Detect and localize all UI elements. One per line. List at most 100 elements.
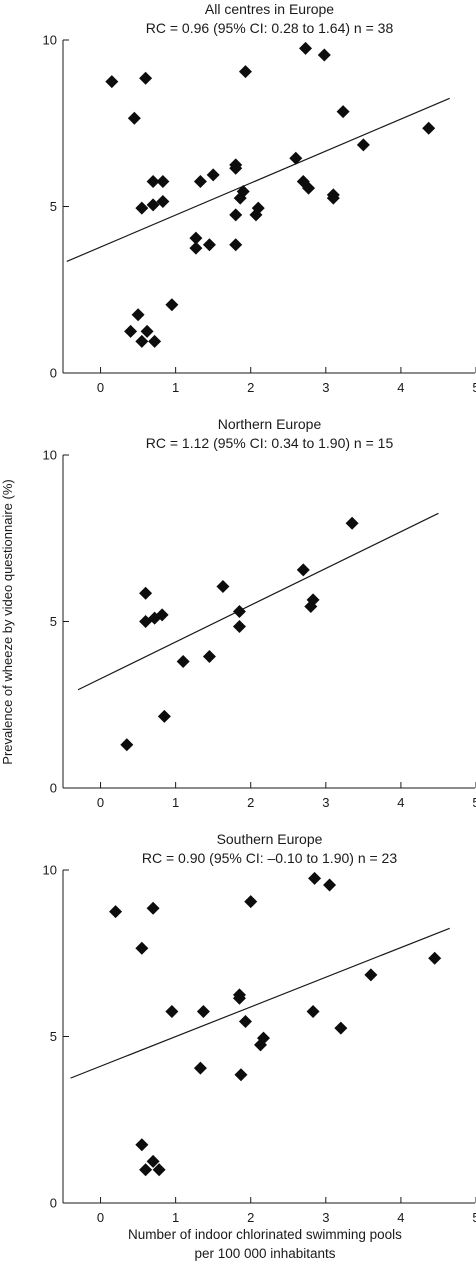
data-point [236, 185, 250, 199]
data-point [302, 181, 316, 195]
data-point [336, 105, 350, 119]
data-point [229, 238, 243, 252]
data-point [206, 168, 220, 182]
x-tick-label: 5 [472, 380, 476, 395]
data-point [202, 238, 216, 252]
panel-1: All centres in Europe RC = 0.96 (95% CI: … [43, 1, 476, 395]
data-point [323, 878, 337, 892]
y-tick-label: 5 [50, 1029, 57, 1044]
x-tick-label: 2 [247, 380, 254, 395]
data-point [135, 1138, 149, 1152]
x-tick-label: 2 [247, 795, 254, 810]
x-tick-label: 0 [97, 1210, 104, 1225]
x-tick-label: 4 [397, 380, 404, 395]
data-point [229, 208, 243, 222]
x-tick-label: 1 [172, 380, 179, 395]
data-point [156, 175, 170, 189]
data-point [229, 161, 243, 175]
data-point [189, 241, 203, 255]
chart-title: Northern Europe [218, 416, 322, 432]
data-point [216, 580, 230, 594]
y-tick-label: 0 [50, 366, 57, 381]
data-point [232, 605, 246, 619]
x-tick-label: 3 [322, 795, 329, 810]
data-point [165, 298, 179, 312]
data-point [157, 709, 171, 723]
data-point [135, 334, 149, 348]
data-point [238, 65, 252, 79]
chart-title: Southern Europe [217, 831, 323, 847]
data-point [232, 991, 246, 1005]
data-point [251, 201, 265, 215]
panel-2: Northern Europe RC = 1.12 (95% CI: 0.34 t… [43, 416, 476, 810]
y-tick-label: 0 [50, 781, 57, 796]
data-point [232, 619, 246, 633]
data-point [139, 1163, 153, 1177]
data-point [165, 1005, 179, 1019]
regression-line [77, 512, 439, 691]
data-point [105, 75, 119, 89]
data-point [124, 324, 138, 338]
y-tick-label: 10 [43, 863, 57, 878]
data-point [148, 334, 162, 348]
data-point [299, 41, 313, 55]
data-point [139, 71, 153, 85]
data-point [202, 649, 216, 663]
y-tick-label: 10 [43, 448, 57, 463]
x-tick-label: 0 [97, 380, 104, 395]
data-point [306, 593, 320, 607]
data-point [196, 1005, 210, 1019]
data-point [146, 198, 160, 212]
data-point [146, 175, 160, 189]
x-tick-label: 3 [322, 1210, 329, 1225]
y-tick-label: 0 [50, 1196, 57, 1211]
data-point [189, 231, 203, 245]
data-point [146, 901, 160, 915]
x-tick-label: 3 [322, 380, 329, 395]
x-axis-label-line-1: Number of indoor chlorinated swimming po… [128, 1227, 402, 1242]
data-point [140, 324, 154, 338]
data-point [356, 138, 370, 152]
data-point [289, 151, 303, 165]
data-point [244, 895, 258, 909]
x-axis-label-line-2: per 100 000 inhabitants [194, 1246, 335, 1261]
data-point [155, 608, 169, 622]
data-point [428, 951, 442, 965]
chart-title: All centres in Europe [205, 1, 334, 17]
data-point [135, 201, 149, 215]
x-tick-label: 2 [247, 1210, 254, 1225]
y-tick-label: 5 [50, 614, 57, 629]
regression-line [70, 927, 450, 1079]
data-point [308, 871, 322, 885]
data-point [193, 1061, 207, 1075]
y-tick-label: 10 [43, 33, 57, 48]
data-point [364, 968, 378, 982]
data-point [139, 586, 153, 600]
data-point [326, 191, 340, 205]
data-point [317, 48, 331, 62]
x-tick-label: 0 [97, 795, 104, 810]
data-point [306, 1005, 320, 1019]
data-point [152, 1163, 166, 1177]
data-point [135, 941, 149, 955]
data-point [234, 1068, 248, 1082]
x-tick-label: 5 [472, 1210, 476, 1225]
y-tick-label: 5 [50, 199, 57, 214]
data-point [146, 1154, 160, 1168]
x-tick-label: 4 [397, 1210, 404, 1225]
data-point [256, 1031, 270, 1045]
x-tick-label: 4 [397, 795, 404, 810]
data-point [127, 111, 141, 125]
chart-subtitle: RC = 0.90 (95% CI: –0.10 to 1.90) n = 23 [142, 850, 397, 866]
data-point [334, 1021, 348, 1035]
regression-line [66, 97, 450, 262]
data-point [120, 738, 134, 752]
data-point [422, 121, 436, 135]
data-point [238, 1015, 252, 1029]
data-point [296, 563, 310, 577]
chart-subtitle: RC = 0.96 (95% CI: 0.28 to 1.64) n = 38 [146, 20, 394, 36]
data-point [193, 175, 207, 189]
data-point [131, 308, 145, 322]
data-point [176, 654, 190, 668]
